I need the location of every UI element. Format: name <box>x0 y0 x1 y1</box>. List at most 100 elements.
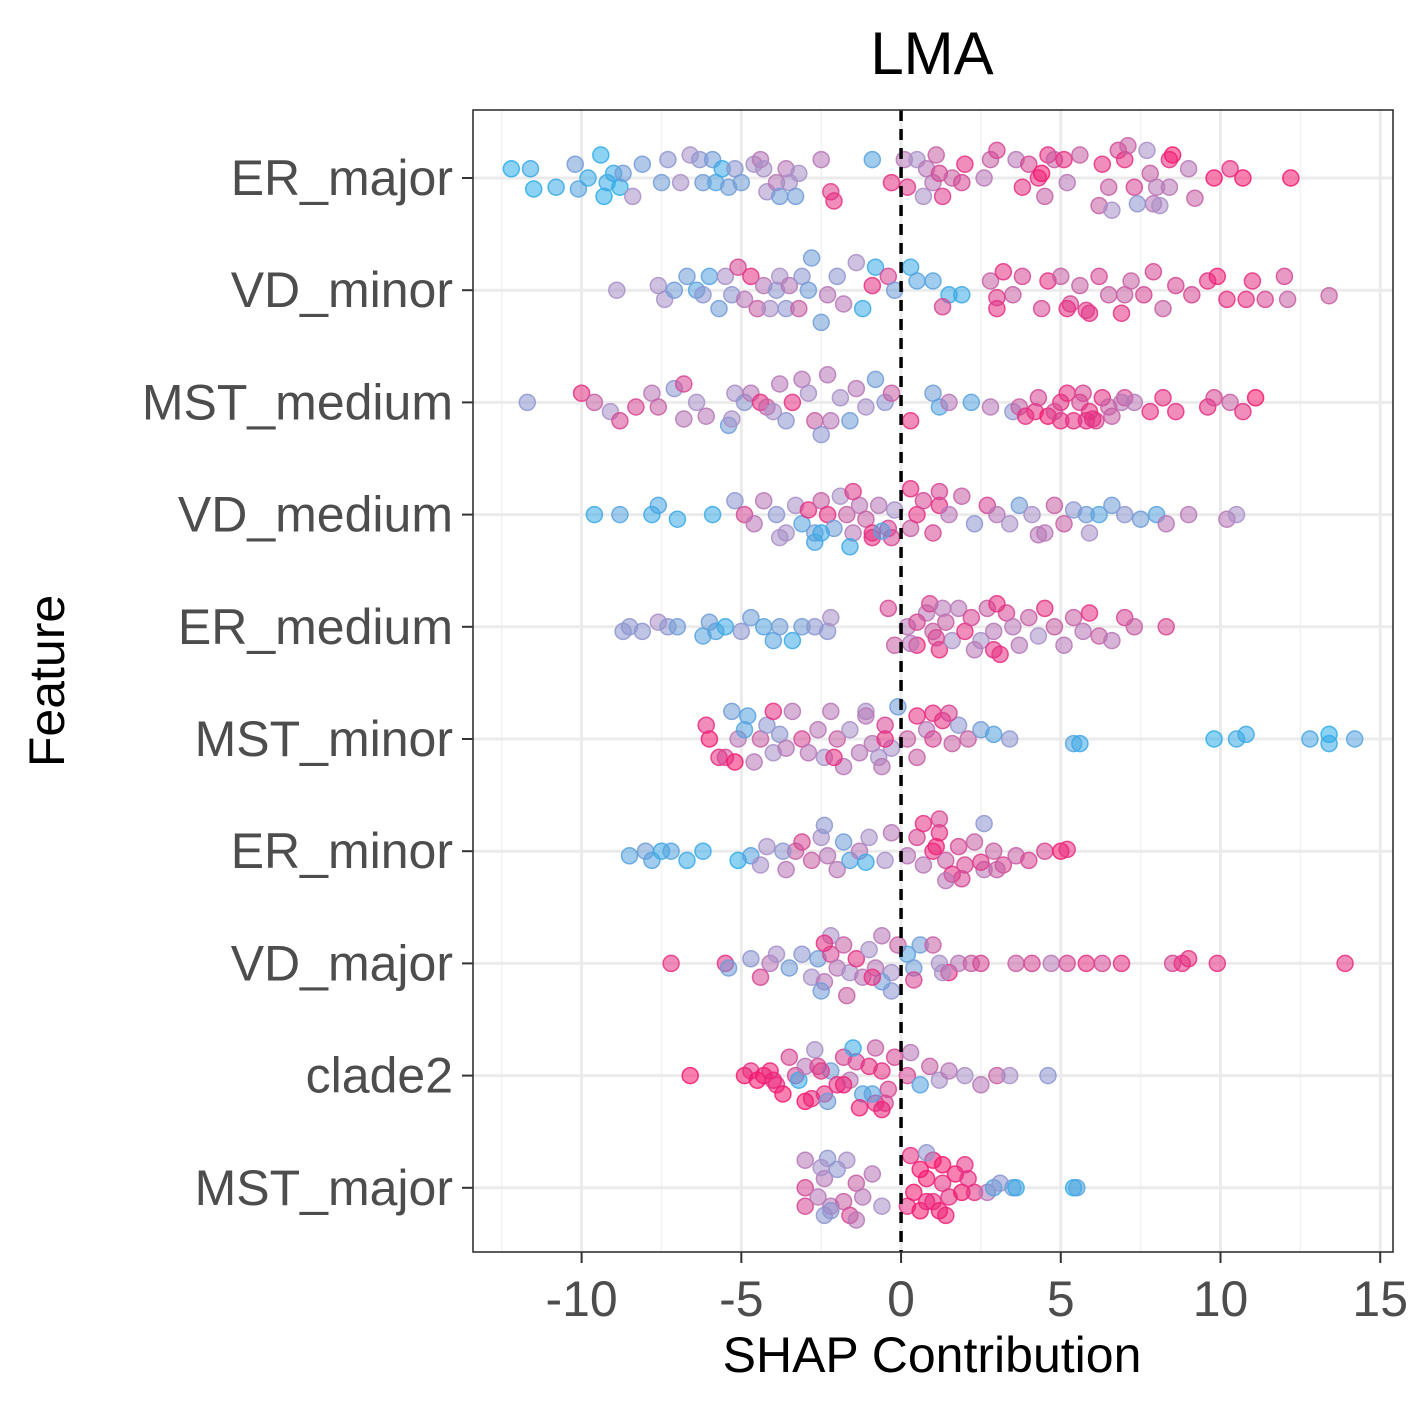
y-tick-label: MST_medium <box>142 374 453 430</box>
shap-point <box>984 842 1003 860</box>
shap-point <box>1128 195 1147 213</box>
y-tick-label: ER_medium <box>178 599 453 655</box>
shap-point <box>972 954 990 973</box>
shap-point <box>569 180 588 198</box>
shap-point <box>949 837 968 856</box>
shap-point <box>901 1146 920 1165</box>
shap-point <box>675 410 693 428</box>
shap-point <box>1036 842 1054 860</box>
shap-point <box>726 753 744 771</box>
shap-point <box>633 155 652 173</box>
shap-point <box>818 366 837 384</box>
shap-point <box>770 618 789 636</box>
shap-point <box>652 173 671 192</box>
shap-point <box>1208 954 1227 973</box>
shap-point <box>1345 730 1364 748</box>
shap-point <box>873 522 891 540</box>
shap-point <box>812 313 830 332</box>
shap-point <box>953 286 971 304</box>
shap-point <box>933 1156 952 1174</box>
shap-point <box>901 480 920 498</box>
shap-point <box>1103 496 1121 515</box>
shap-point <box>933 599 952 618</box>
shap-point <box>675 375 693 393</box>
shap-point <box>1278 290 1297 309</box>
shap-point <box>1179 505 1198 524</box>
shap-point <box>981 398 1000 416</box>
x-tick-label: 5 <box>1047 1271 1075 1327</box>
shap-point <box>1058 173 1076 192</box>
shap-point <box>866 370 885 389</box>
shap-point <box>863 150 882 169</box>
shap-point <box>815 934 834 952</box>
shap-point <box>761 299 779 318</box>
shap-point <box>751 856 770 874</box>
shap-point <box>1154 299 1172 318</box>
shap-point <box>665 281 684 299</box>
shap-point <box>975 169 993 187</box>
shap-point <box>1036 187 1054 206</box>
shap-point <box>572 384 591 402</box>
shap-point <box>972 1076 990 1094</box>
series-MST_minor <box>697 698 1364 776</box>
shap-point <box>796 1179 814 1197</box>
shap-point <box>1093 954 1112 973</box>
shap-point <box>924 936 942 954</box>
shap-point <box>799 384 818 402</box>
shap-point <box>937 871 955 890</box>
shap-point <box>585 393 604 412</box>
shap-point <box>770 375 789 393</box>
shap-point <box>687 393 706 412</box>
shap-point <box>1227 505 1246 524</box>
shap-point <box>825 192 843 210</box>
shap-point <box>732 173 751 192</box>
shap-point <box>889 698 907 716</box>
shap-point <box>729 258 747 276</box>
shap-point <box>547 178 565 196</box>
shap-point <box>869 496 888 515</box>
shap-point <box>671 173 690 192</box>
shap-point <box>921 1057 939 1076</box>
shap-point <box>1103 631 1121 650</box>
shap-point <box>914 856 933 874</box>
shap-point <box>876 851 894 870</box>
shap-point <box>956 155 974 173</box>
shap-point <box>579 169 597 187</box>
shap-point <box>914 492 933 510</box>
shap-point <box>681 1066 699 1085</box>
shap-point <box>1055 515 1073 533</box>
shap-point <box>1112 954 1131 973</box>
shap-point <box>623 187 642 206</box>
shap-point <box>834 833 853 851</box>
shap-point <box>1007 954 1025 973</box>
shap-point <box>764 702 783 721</box>
shap-point <box>1080 524 1099 542</box>
series-ER_major <box>502 137 1300 219</box>
shap-point <box>770 528 789 547</box>
y-tick-label: VD_medium <box>178 487 453 543</box>
y-tick-label: VD_major <box>231 935 453 991</box>
shap-point <box>1029 389 1048 407</box>
shap-point <box>943 734 961 753</box>
shap-point <box>716 267 735 286</box>
shap-point <box>905 1183 923 1202</box>
shap-point <box>844 1039 862 1057</box>
shap-point <box>911 1160 929 1179</box>
shap-point <box>1013 178 1032 196</box>
shap-point <box>1071 276 1089 295</box>
y-tick-label: MST_major <box>195 1160 453 1216</box>
shap-point <box>988 288 1006 307</box>
shap-point <box>767 505 786 524</box>
shap-point <box>988 860 1006 879</box>
series-MST_major <box>796 1144 1086 1229</box>
shap-point <box>924 524 942 542</box>
shap-point <box>1036 599 1054 618</box>
shap-point <box>876 730 894 748</box>
shap-point <box>914 187 933 206</box>
shap-point <box>1039 1066 1057 1085</box>
shap-point <box>905 971 923 989</box>
shap-point <box>668 618 687 636</box>
x-axis-label: SHAP Contribution <box>723 1327 1142 1383</box>
shap-point <box>735 290 754 309</box>
shap-point <box>847 253 866 272</box>
